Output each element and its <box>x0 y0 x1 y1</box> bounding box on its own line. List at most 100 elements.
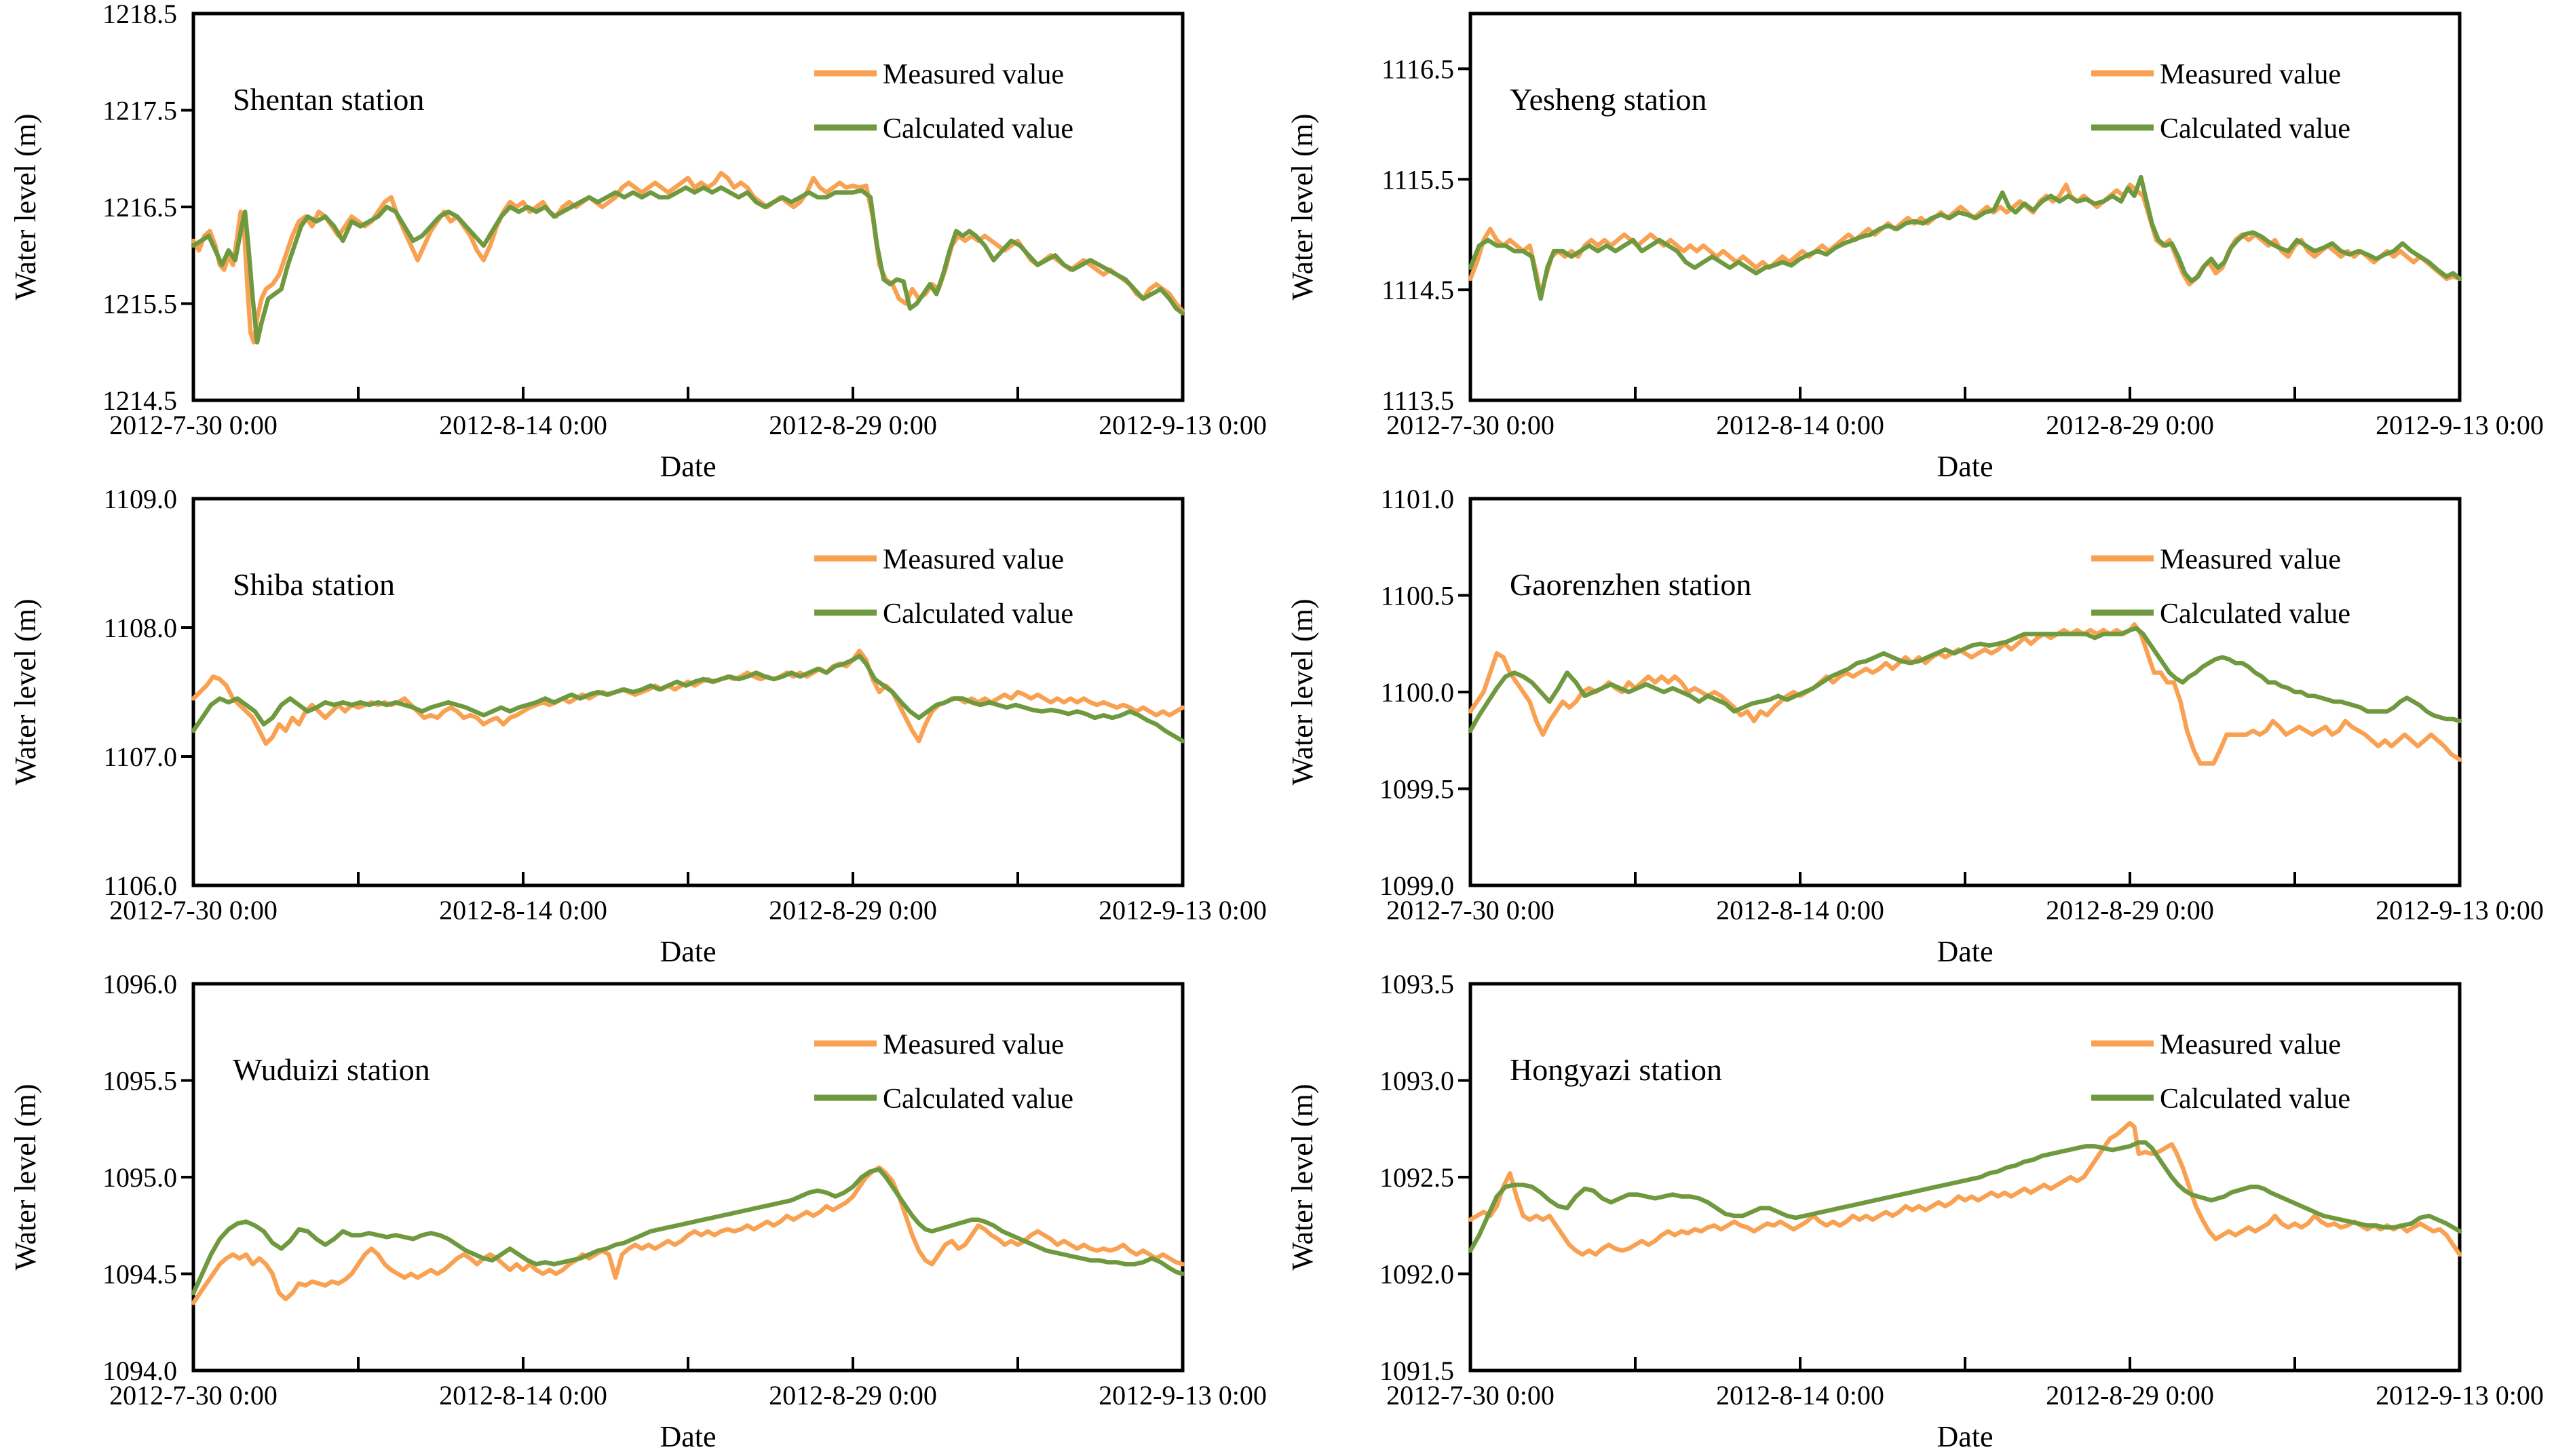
x-tick-label: 2012-7-30 0:00 <box>1386 1380 1555 1411</box>
y-axis-title: Water level (m) <box>1286 599 1319 786</box>
x-tick-label: 2012-7-30 0:00 <box>109 410 278 440</box>
y-axis-title: Water level (m) <box>9 1084 42 1271</box>
x-tick-label: 2012-8-14 0:00 <box>439 1380 607 1411</box>
legend-label-measured: Measured value <box>883 1029 1064 1060</box>
y-tick-label: 1114.5 <box>1381 275 1454 305</box>
line-chart: 1091.5 1092.0 1092.5 1093.0 1093.5 2012-7-30 … <box>1286 970 2544 1453</box>
y-tick-label: 1095.0 <box>102 1162 177 1193</box>
y-tick-label: 1101.0 <box>1380 485 1454 514</box>
y-tick-label: 1094.0 <box>102 1356 177 1386</box>
station-title: Gaorenzhen station <box>1510 567 1751 602</box>
x-tick-label: 2012-9-13 0:00 <box>2376 410 2544 440</box>
y-tick-label: 1099.5 <box>1379 774 1454 805</box>
x-tick-label: 2012-8-29 0:00 <box>2046 410 2214 440</box>
y-tick-label: 1100.5 <box>1380 581 1454 611</box>
x-tick-label: 2012-8-29 0:00 <box>2046 895 2214 925</box>
calculated-value-line <box>191 1167 1185 1296</box>
chart-panel-yesheng-station: 1113.5 1114.5 1115.5 1116.5 2012-7-30 0:00 20… <box>1277 0 2554 485</box>
legend-label-calculated: Calculated value <box>883 113 1073 145</box>
y-tick-label: 1218.5 <box>102 0 177 29</box>
y-axis-title: Water level (m) <box>9 599 42 786</box>
x-tick-label: 2012-8-29 0:00 <box>769 410 937 440</box>
y-tick-label: 1100.0 <box>1380 677 1454 708</box>
x-axis-title: Date <box>660 1420 716 1453</box>
y-tick-label: 1113.5 <box>1381 385 1454 416</box>
y-tick-label: 1106.0 <box>103 870 177 901</box>
x-tick-label: 2012-8-14 0:00 <box>1716 895 1884 925</box>
legend-label-measured: Measured value <box>2160 1029 2341 1060</box>
y-tick-label: 1099.0 <box>1379 870 1454 901</box>
y-axis-title: Water level (m) <box>1286 114 1319 301</box>
y-tick-label: 1093.5 <box>1379 970 1454 999</box>
legend-label-calculated: Calculated value <box>883 1084 1073 1115</box>
x-tick-label: 2012-8-29 0:00 <box>769 1380 937 1411</box>
y-tick-label: 1091.5 <box>1379 1356 1454 1386</box>
station-title: Shentan station <box>233 82 424 117</box>
plot-border <box>191 497 1185 887</box>
station-title: Wuduizi station <box>233 1052 430 1087</box>
x-tick-label: 2012-8-29 0:00 <box>2046 1380 2214 1411</box>
x-tick-label: 2012-8-29 0:00 <box>769 895 937 925</box>
station-title: Yesheng station <box>1510 82 1707 117</box>
x-tick-label: 2012-9-13 0:00 <box>1099 410 1267 440</box>
line-chart: 1099.0 1099.5 1100.0 1100.5 1101.0 2012-7-30 … <box>1286 485 2544 968</box>
y-tick-label: 1109.0 <box>103 485 177 514</box>
x-tick-label: 2012-9-13 0:00 <box>1099 1380 1267 1411</box>
y-tick-label: 1094.5 <box>102 1259 177 1290</box>
legend-label-calculated: Calculated value <box>2160 598 2350 630</box>
measured-value-line <box>191 1165 1185 1305</box>
calculated-value-line <box>191 653 1185 744</box>
line-chart: 1214.5 1215.5 1216.5 1217.5 1218.5 2012-7-30 … <box>9 0 1267 483</box>
y-tick-label: 1216.5 <box>102 192 177 223</box>
x-tick-label: 2012-7-30 0:00 <box>1386 895 1555 925</box>
line-chart: 1106.0 1107.0 1108.0 1109.0 2012-7-30 0:00 20… <box>9 485 1267 968</box>
legend-label-measured: Measured value <box>883 59 1064 90</box>
legend-label-calculated: Calculated value <box>2160 113 2350 145</box>
y-tick-label: 1214.5 <box>102 385 177 416</box>
y-tick-label: 1107.0 <box>103 742 177 772</box>
y-tick-label: 1096.0 <box>102 970 177 999</box>
legend-label-calculated: Calculated value <box>2160 1084 2350 1115</box>
x-tick-label: 2012-8-14 0:00 <box>1716 410 1884 440</box>
legend-label-calculated: Calculated value <box>883 598 1073 630</box>
y-axis-title: Water level (m) <box>1286 1084 1319 1271</box>
legend-label-measured: Measured value <box>883 544 1064 575</box>
y-tick-label: 1108.0 <box>103 613 177 643</box>
y-axis-title: Water level (m) <box>9 114 42 301</box>
y-tick-label: 1093.0 <box>1379 1066 1454 1096</box>
calculated-value-line <box>1468 174 2462 301</box>
measured-value-line <box>191 648 1185 746</box>
y-tick-label: 1092.0 <box>1379 1259 1454 1290</box>
chart-panel-shentan-station: 1214.5 1215.5 1216.5 1217.5 1218.5 2012-7-30 … <box>0 0 1277 485</box>
x-tick-label: 2012-8-14 0:00 <box>439 410 607 440</box>
x-tick-label: 2012-7-30 0:00 <box>109 1380 278 1411</box>
calculated-value-line <box>191 185 1185 345</box>
y-tick-label: 1115.5 <box>1381 164 1454 195</box>
x-tick-label: 2012-7-30 0:00 <box>109 895 278 925</box>
station-title: Shiba station <box>233 567 395 602</box>
measured-value-line <box>1468 183 2462 298</box>
x-tick-label: 2012-9-13 0:00 <box>2376 895 2544 925</box>
chart-panel-wuduizi-station: 1094.0 1094.5 1095.0 1095.5 1096.0 2012-7-30 … <box>0 970 1277 1455</box>
measured-value-line <box>191 170 1185 345</box>
chart-panel-hongyazi-station: 1091.5 1092.0 1092.5 1093.0 1093.5 2012-7-30 … <box>1277 970 2554 1455</box>
line-chart: 1094.0 1094.5 1095.0 1095.5 1096.0 2012-7-30 … <box>9 970 1267 1453</box>
calculated-value-line <box>1468 626 2462 733</box>
x-tick-label: 2012-8-14 0:00 <box>1716 1380 1884 1411</box>
x-axis-title: Date <box>1937 1420 1993 1453</box>
calculated-value-line <box>1468 1140 2462 1253</box>
x-axis-title: Date <box>1937 935 1993 968</box>
y-tick-label: 1215.5 <box>102 289 177 320</box>
legend-label-measured: Measured value <box>2160 59 2341 90</box>
measured-value-line <box>1468 1120 2462 1257</box>
station-title: Hongyazi station <box>1510 1052 1722 1087</box>
plot-border <box>1468 12 2462 402</box>
x-tick-label: 2012-7-30 0:00 <box>1386 410 1555 440</box>
x-axis-title: Date <box>1937 450 1993 483</box>
y-tick-label: 1217.5 <box>102 96 177 126</box>
x-tick-label: 2012-9-13 0:00 <box>2376 1380 2544 1411</box>
x-tick-label: 2012-9-13 0:00 <box>1099 895 1267 925</box>
line-chart: 1113.5 1114.5 1115.5 1116.5 2012-7-30 0:00 20… <box>1286 12 2544 483</box>
chart-panel-gaorenzhen-station: 1099.0 1099.5 1100.0 1100.5 1101.0 2012-7-30 … <box>1277 485 2554 970</box>
